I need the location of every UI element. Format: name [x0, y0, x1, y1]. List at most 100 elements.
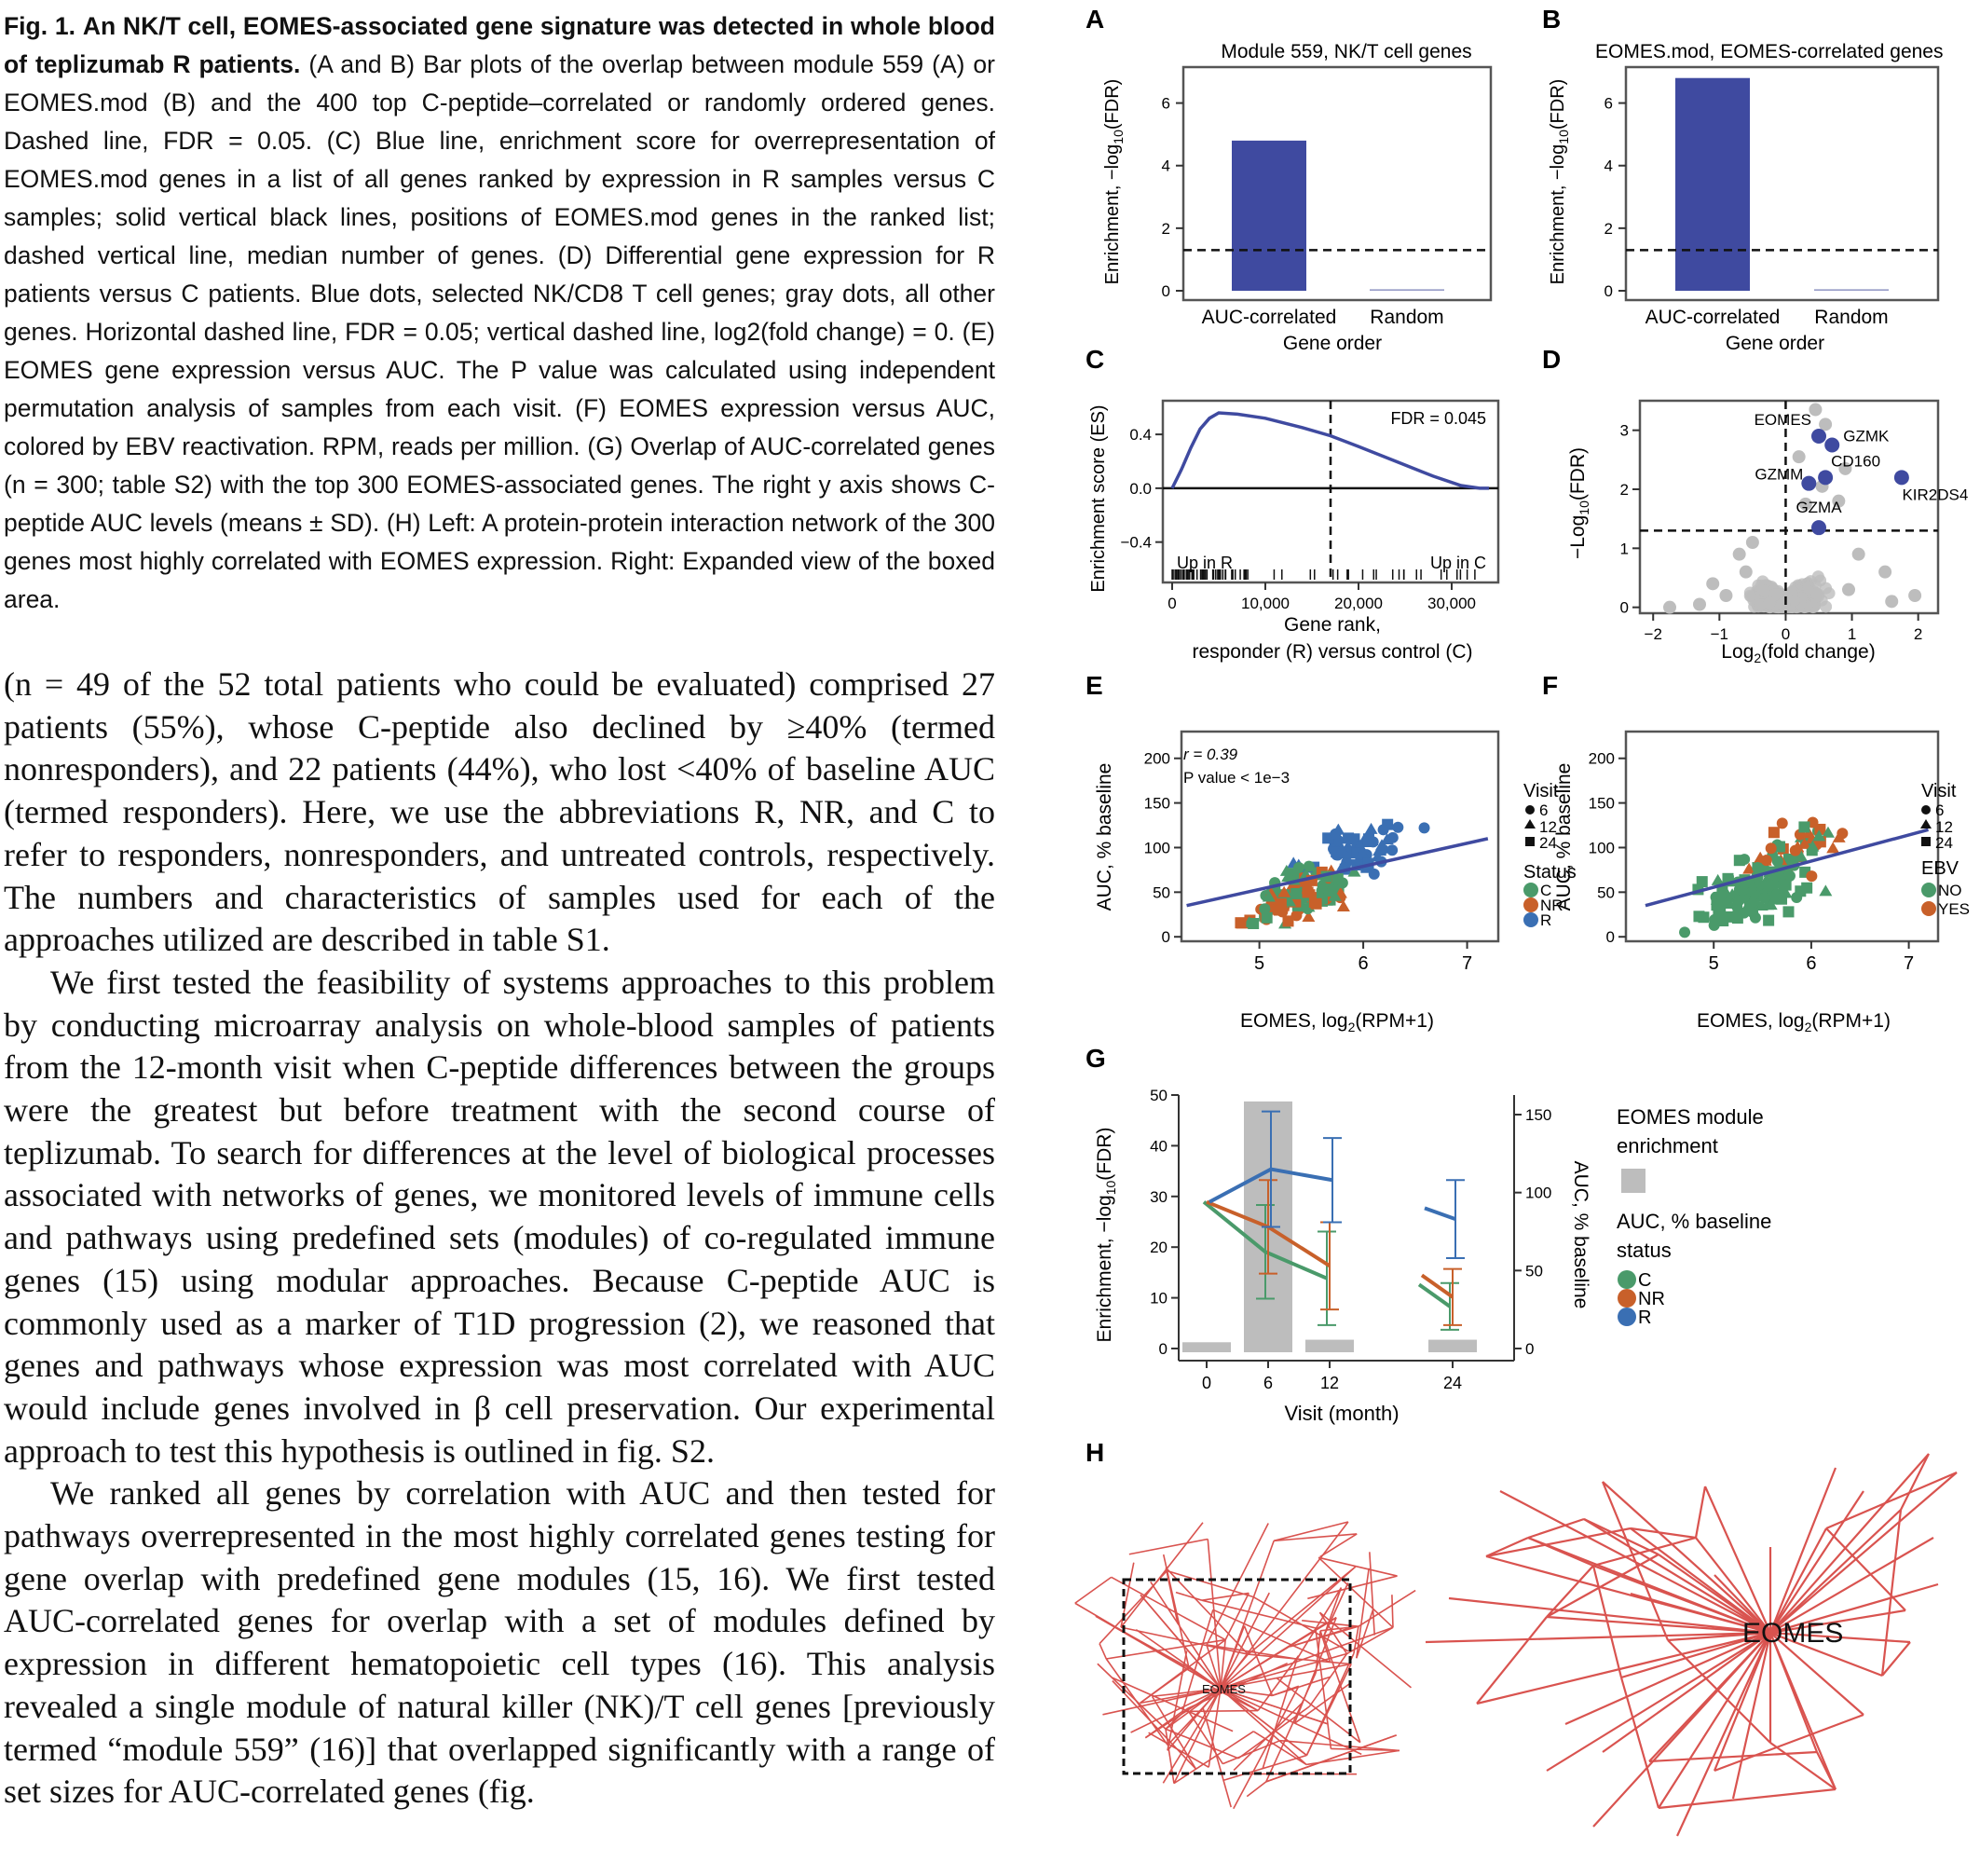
panel-g-legend-2a: AUC, % baseline: [1617, 1210, 1771, 1233]
gray-point: [1719, 589, 1732, 602]
panel-g-letter: G: [1086, 1044, 1106, 1073]
network-edge: [1320, 1534, 1358, 1557]
network-edge: [1714, 1715, 1864, 1771]
data-point: [1819, 884, 1832, 896]
network-edge: [1202, 1593, 1249, 1600]
legend-dot-nr: [1523, 897, 1538, 912]
data-point: [1259, 903, 1270, 914]
legend-status-r: R: [1540, 911, 1551, 929]
gene-point-gzma: [1811, 520, 1826, 535]
network-edge: [1370, 1552, 1374, 1635]
network-edge: [1244, 1626, 1272, 1696]
panel-d-gray-points: [1640, 401, 1938, 614]
panel-c-xlabel-1: Gene rank,: [1284, 614, 1381, 636]
panel-f-frame: [1626, 732, 1938, 941]
panel-e-ylabel: AUC, % baseline: [1094, 763, 1115, 911]
x-tick-label: 12: [1320, 1374, 1339, 1392]
enrichment-bar: [1305, 1340, 1354, 1352]
data-point: [1698, 911, 1709, 923]
legend-square-marker: [1525, 837, 1535, 846]
data-point: [1697, 876, 1708, 887]
network-edge: [1203, 1708, 1231, 1807]
article-text: Fig. 1. An NK/T cell, EOMES-associated g…: [4, 7, 995, 1814]
legend-ebv-no: NO: [1938, 882, 1962, 899]
legend-enrichment-swatch: [1621, 1169, 1645, 1193]
data-point: [1732, 912, 1743, 924]
network-edge: [1486, 1528, 1631, 1556]
panel-c-xlabel-2: responder (R) versus control (C): [1192, 641, 1472, 663]
data-point: [1365, 823, 1378, 834]
panel-e-r: r = 0.39: [1183, 746, 1238, 763]
x-tick-label: 2: [1914, 625, 1922, 643]
panel-b: B EOMES.mod, EOMES-correlated genes Enri…: [1542, 5, 1943, 354]
panel-e-p: P value < 1e−3: [1183, 769, 1290, 787]
auc-line-nr-end: [1422, 1275, 1453, 1296]
legend-dot-r: [1523, 912, 1538, 927]
gene-label: EOMES: [1755, 411, 1811, 429]
panel-g-auc-lines: [1204, 1112, 1465, 1330]
panel-d-letter: D: [1542, 345, 1561, 374]
panel-g-legend-1a: EOMES module: [1617, 1105, 1764, 1129]
network-edge: [1659, 1789, 1836, 1808]
gene-point-cd160: [1818, 470, 1833, 485]
network-edge: [1306, 1750, 1400, 1764]
panel-a: A Module 559, NK/T cell genes Enrichment…: [1086, 5, 1491, 354]
gray-point: [1746, 536, 1759, 549]
legend-circle-marker: [1525, 805, 1535, 815]
x-tick-label: 10,000: [1241, 595, 1290, 612]
gene-point-eomes: [1811, 429, 1826, 444]
panel-b-frame: [1626, 67, 1938, 300]
y-tick-label: 50: [1150, 1087, 1168, 1104]
network-edge: [1528, 1519, 1584, 1538]
network-hub-label-expanded: EOMES: [1742, 1618, 1843, 1649]
data-point: [1806, 870, 1817, 882]
body-paragraph-3: We ranked all genes by correlation with …: [4, 1472, 995, 1814]
data-point: [1419, 822, 1430, 833]
panel-c-letter: C: [1086, 345, 1104, 374]
panel-c-ylabel: Enrichment score (ES): [1088, 404, 1109, 592]
gray-point: [1663, 601, 1676, 614]
y-tick-label: 0: [1604, 282, 1613, 300]
data-point: [1768, 827, 1780, 838]
data-point: [1781, 880, 1792, 891]
y-tick-label: 2: [1620, 481, 1629, 499]
network-edge: [1593, 1633, 1770, 1827]
data-point: [1761, 855, 1772, 866]
network-edge: [1486, 1538, 1528, 1556]
x-tick-label: 7: [1462, 953, 1472, 974]
network-edge: [1319, 1612, 1411, 1688]
y-tick-label: 0: [1620, 599, 1629, 617]
legend-ebv-yes: YES: [1938, 900, 1970, 918]
data-point: [1790, 845, 1801, 856]
x-tick-label: 7: [1904, 953, 1914, 974]
network-edge: [1129, 1539, 1208, 1554]
data-point: [1304, 861, 1315, 872]
panel-b-xlabel: Gene order: [1726, 333, 1824, 354]
gray-point: [1810, 588, 1823, 600]
legend-visit-24: 24: [1935, 834, 1953, 852]
network-overview: EOMES: [1075, 1522, 1415, 1809]
gene-label: GZMM: [1755, 466, 1803, 484]
data-point: [1311, 898, 1322, 910]
y-tick-label: 50: [1597, 883, 1615, 901]
panel-d-ylabel: −Log10(FDR): [1567, 447, 1591, 559]
network-edge: [1659, 1633, 1770, 1808]
x-tick-label: 20,000: [1334, 595, 1383, 612]
network-edge: [1477, 1617, 1547, 1704]
network-edge: [1166, 1729, 1238, 1758]
x-tick-label: 0: [1168, 595, 1176, 612]
data-point: [1330, 828, 1341, 840]
panel-a-frame: [1183, 67, 1491, 300]
data-point: [1795, 885, 1806, 897]
y-tick-label: 0: [1162, 282, 1170, 300]
y-tick-label: 100: [1144, 839, 1170, 856]
panel-a-ylabel: Enrichment, −log10(FDR): [1102, 79, 1126, 285]
gray-point: [1908, 589, 1921, 602]
panel-f-legend-visit: Visit: [1921, 781, 1957, 801]
panel-g-legend-1b: enrichment: [1617, 1134, 1718, 1157]
x-tick-label: 6: [1806, 953, 1816, 974]
data-point: [1826, 842, 1839, 853]
